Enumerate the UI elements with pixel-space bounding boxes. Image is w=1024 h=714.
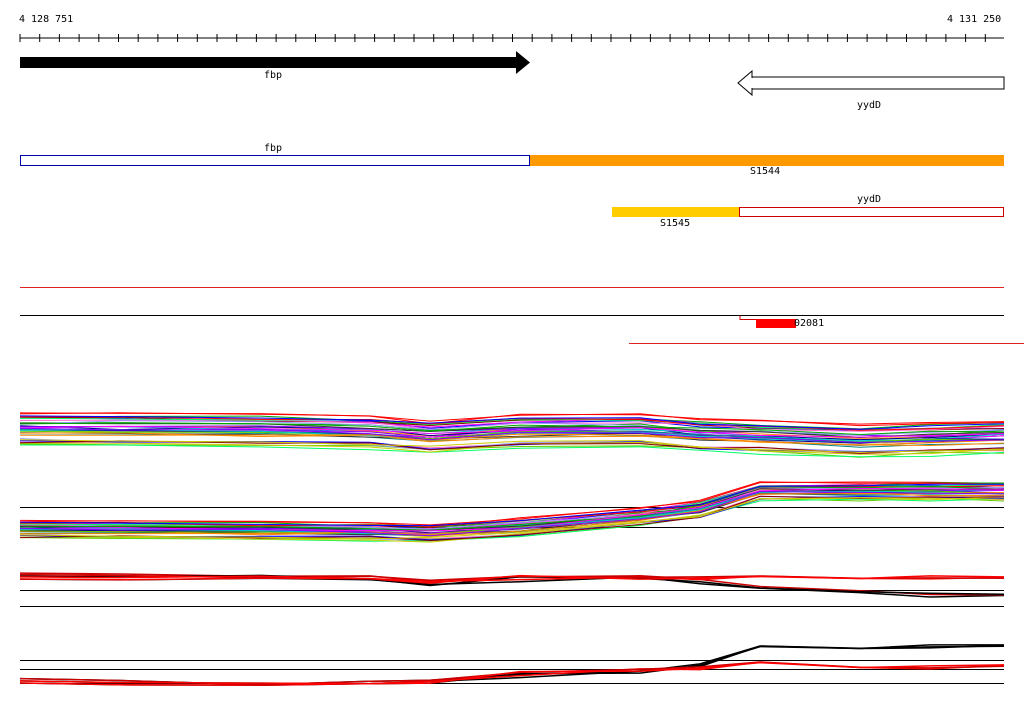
gene-arrow-yydD[interactable]: [737, 69, 1005, 97]
gene-label-yydD: yydD: [857, 100, 882, 111]
segment-label-S1545: S1545: [660, 218, 691, 229]
feature-label-02081: 02081: [794, 318, 825, 329]
expression-profile-panel-2: [19, 481, 1005, 543]
feature-02081[interactable]: [739, 315, 796, 329]
expression-profile-panel-4: [19, 644, 1005, 686]
ruler-start-coordinate: 4 128 751: [19, 14, 74, 25]
segment-fbp[interactable]: [20, 155, 530, 166]
segment-label-yydD: yydD: [857, 194, 882, 205]
segment-yydD[interactable]: [739, 207, 1004, 217]
expression-profile-panel-1: [19, 412, 1005, 458]
gene-arrow-fbp[interactable]: [20, 51, 530, 74]
gene-label-fbp: fbp: [264, 70, 283, 81]
coordinate-ruler: [19, 34, 1004, 42]
ruler-end-coordinate: 4 131 250: [947, 14, 1002, 25]
segment-S1544[interactable]: [530, 155, 1004, 166]
segment-label-fbp: fbp: [264, 143, 283, 154]
segment-label-S1544: S1544: [750, 166, 781, 177]
segment-S1545[interactable]: [612, 207, 739, 217]
expression-profile-panel-3: [19, 572, 1005, 607]
